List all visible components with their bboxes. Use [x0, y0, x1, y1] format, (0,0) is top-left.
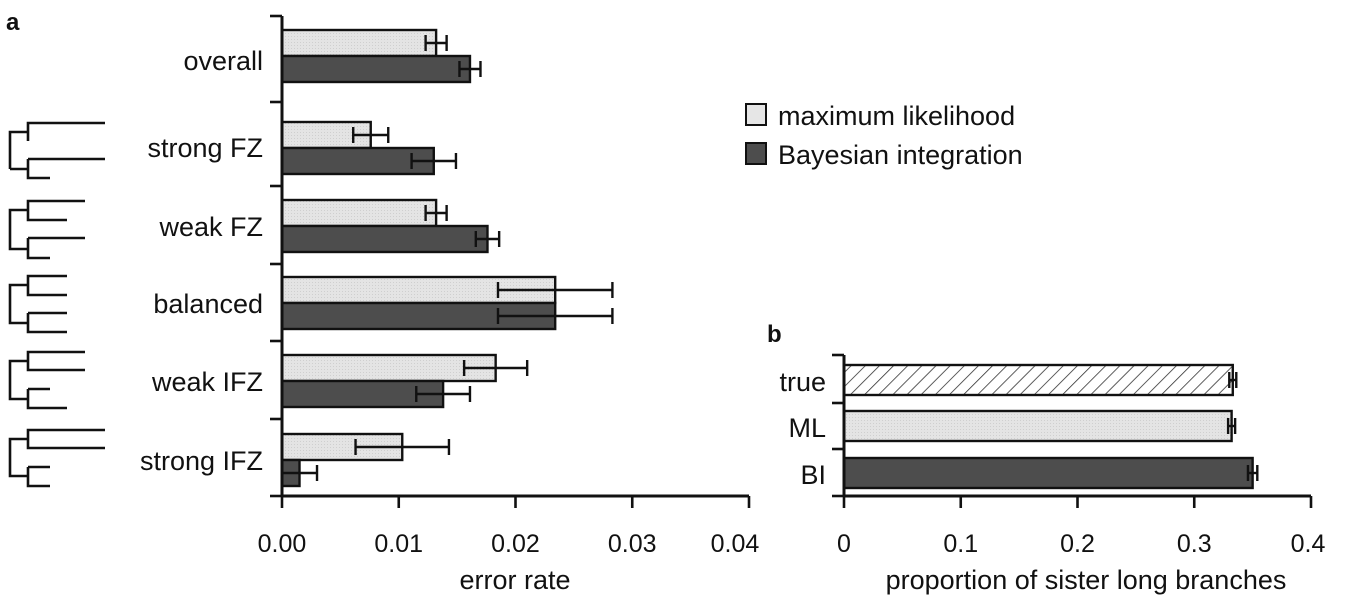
panel-a-bars — [280, 28, 557, 488]
x-tick-label: 0.02 — [491, 530, 540, 558]
category-label-bi: BI — [800, 460, 826, 490]
error-bar-strong-fz-bi — [410, 153, 458, 169]
error-bar-balanced-ml — [496, 282, 614, 298]
error-bar-balanced-bi — [496, 308, 614, 324]
panel-b-x-tick-labels: 0 0.1 0.2 0.3 0.4 — [837, 530, 1325, 558]
error-bar-weak-fz-ml — [424, 205, 448, 221]
x-tick-label: 0.03 — [608, 530, 657, 558]
bar-overall-bi — [280, 54, 472, 84]
panel-a-category-labels: overall strong FZ weak FZ balanced weak … — [140, 46, 263, 476]
panel-a-x-axis-title: error rate — [459, 565, 570, 595]
panel-a-error-bars — [280, 35, 614, 481]
error-bar-weak-ifz-bi — [415, 386, 472, 402]
panel-b-x-ticks — [842, 496, 1313, 508]
panel-a-letter: a — [6, 9, 20, 36]
tree-balanced-icon — [8, 274, 67, 334]
tree-strong-ifz-icon — [8, 428, 105, 488]
category-label-ml: ML — [788, 413, 826, 443]
category-label-overall: overall — [183, 46, 263, 76]
bar-strong-fz-bi — [280, 146, 435, 176]
panel-a-x-ticks — [280, 496, 751, 508]
category-label-true: true — [779, 367, 826, 397]
panel-a-y-ticks — [270, 14, 282, 498]
error-bar-weak-fz-bi — [474, 231, 501, 247]
x-tick-label: 0.4 — [1291, 530, 1326, 558]
x-tick-label: 0.2 — [1060, 530, 1095, 558]
error-bar-overall-bi — [458, 61, 482, 77]
category-label-strong-fz: strong FZ — [147, 133, 263, 163]
tree-weak-ifz-icon — [8, 350, 85, 410]
legend-label-ml: maximum likelihood — [778, 101, 1015, 131]
panel-a-chart: overall strong FZ weak FZ balanced weak … — [140, 14, 760, 595]
x-tick-label: 0.1 — [943, 530, 978, 558]
x-tick-label: 0.00 — [258, 530, 307, 558]
panel-b-x-axis-title: proportion of sister long branches — [886, 565, 1287, 595]
x-tick-label: 0.3 — [1177, 530, 1212, 558]
category-label-weak-fz: weak FZ — [158, 212, 263, 242]
panel-a-x-tick-labels: 0.00 0.01 0.02 0.03 0.04 — [258, 530, 760, 558]
error-bar-weak-ifz-ml — [462, 360, 529, 376]
error-bar-strong-ifz-ml — [354, 439, 451, 455]
bar-true — [842, 363, 1234, 397]
error-bar-strong-fz-ml — [352, 127, 390, 143]
bar-weak-fz-bi — [280, 224, 489, 254]
category-label-weak-ifz: weak IFZ — [151, 367, 263, 397]
error-bar-true — [1228, 372, 1238, 388]
bar-bi — [842, 456, 1254, 490]
panel-b-category-labels: true ML BI — [779, 367, 826, 490]
bar-ml — [842, 409, 1233, 443]
panel-b-letter: b — [767, 321, 782, 348]
panel-b-error-bars — [1226, 372, 1259, 481]
legend-swatch-ml — [745, 103, 767, 126]
panel-b-bars — [842, 363, 1254, 490]
panel-b-chart: true ML BI 0 0.1 0.2 0.3 0.4 proportion … — [779, 353, 1325, 595]
x-tick-label: 0.04 — [711, 530, 760, 558]
legend-label-bi: Bayesian integration — [778, 140, 1023, 170]
bar-weak-fz-ml — [280, 198, 438, 228]
bar-overall-ml — [280, 28, 438, 58]
error-bar-overall-ml — [424, 35, 448, 51]
x-tick-label: 0 — [837, 530, 851, 558]
category-label-strong-ifz: strong IFZ — [140, 446, 263, 476]
legend: maximum likelihood Bayesian integration — [745, 101, 1023, 170]
category-label-balanced: balanced — [153, 289, 263, 319]
tree-strong-fz-icon — [8, 121, 105, 180]
tree-weak-fz-icon — [8, 199, 85, 260]
error-bar-bi — [1246, 465, 1259, 481]
legend-swatch-bi — [745, 142, 767, 165]
panel-b-y-ticks — [832, 353, 844, 498]
x-tick-label: 0.01 — [374, 530, 423, 558]
error-bar-ml — [1226, 418, 1237, 434]
